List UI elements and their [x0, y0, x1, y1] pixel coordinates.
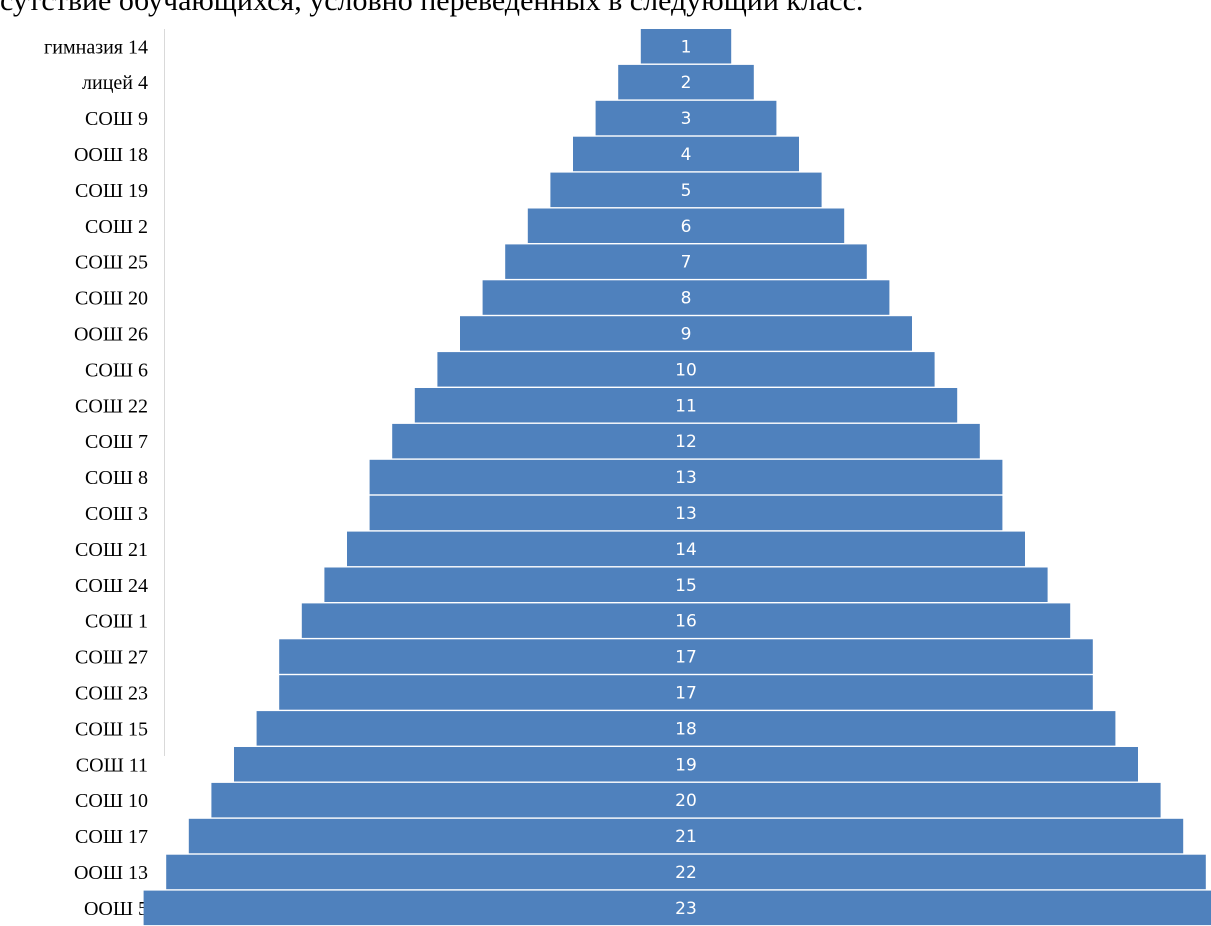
category-label: СОШ 2 [85, 216, 148, 238]
bar [166, 854, 1206, 890]
bar-value-label: 10 [675, 360, 697, 380]
bar [437, 352, 935, 387]
bar-value-label: 18 [675, 719, 697, 739]
bar-value-label: 7 [681, 253, 692, 273]
bar [234, 747, 1138, 782]
bar [279, 639, 1093, 674]
bar-value-label: 11 [675, 396, 697, 416]
bar-value-label: 2 [681, 73, 692, 93]
bar-value-label: 16 [675, 612, 697, 632]
bar [527, 208, 845, 243]
bar [279, 675, 1093, 710]
bars [143, 29, 1211, 926]
bar [595, 100, 777, 136]
bar-value-label: 9 [681, 324, 692, 344]
bar-value-label: 21 [675, 827, 697, 847]
bar [505, 244, 867, 279]
bar [301, 603, 1071, 638]
bar-value-label: 23 [675, 899, 697, 919]
bar [188, 818, 1184, 854]
bar-value-label: 12 [675, 432, 697, 452]
category-label: СОШ 17 [75, 826, 148, 848]
bar [640, 29, 732, 64]
category-label: СОШ 24 [75, 575, 148, 597]
bar [618, 64, 754, 100]
category-label: СОШ 3 [85, 503, 148, 525]
category-label: гимназия 14 [44, 36, 148, 58]
category-label: СОШ 20 [75, 288, 148, 310]
bar-value-label: 13 [675, 468, 697, 488]
bar-value-label: 13 [675, 504, 697, 524]
bar-value-labels: 1234567891011121313141516171718192021222… [675, 37, 697, 919]
bar [347, 531, 1025, 567]
bar [369, 495, 1003, 531]
bar [573, 136, 799, 172]
bar [369, 459, 1003, 495]
bar-value-label: 19 [675, 755, 697, 775]
category-label: СОШ 15 [75, 718, 148, 740]
bar [392, 423, 980, 459]
category-label: СОШ 9 [85, 108, 148, 130]
bar-value-label: 4 [681, 145, 692, 165]
bar [460, 316, 912, 351]
bar-value-label: 5 [681, 181, 692, 201]
bar-value-label: 3 [681, 109, 692, 129]
bar [256, 711, 1116, 746]
bar-value-label: 17 [675, 683, 697, 703]
bar [324, 567, 1048, 602]
category-label: СОШ 10 [75, 790, 148, 812]
bar-value-label: 20 [675, 791, 697, 811]
bar-value-label: 22 [675, 863, 697, 883]
category-label: СОШ 19 [75, 180, 148, 202]
category-label: СОШ 21 [75, 539, 148, 561]
category-label: СОШ 23 [75, 682, 148, 704]
bar [143, 890, 1211, 926]
bar-value-label: 15 [675, 576, 697, 596]
chart-caption: сутствие обучающихся, условно переведенн… [0, 0, 864, 17]
category-label: лицей 4 [82, 72, 148, 94]
category-label: ООШ 26 [74, 323, 148, 345]
category-labels: гимназия 14 лицей 4 СОШ 9 ООШ 18 СОШ 19 СОШ 2… [44, 36, 148, 920]
category-label: ООШ 13 [74, 862, 148, 884]
category-label: ООШ 5 [84, 898, 148, 920]
category-label: СОШ 6 [85, 359, 148, 381]
bar [482, 280, 890, 315]
category-label: ООШ 18 [74, 144, 148, 166]
category-label: СОШ 27 [75, 647, 148, 669]
category-label: СОШ 7 [85, 431, 148, 453]
category-label: СОШ 8 [85, 467, 148, 489]
bar [211, 782, 1161, 818]
bar-value-label: 6 [681, 217, 692, 237]
bar-value-label: 14 [675, 540, 697, 560]
bar [550, 172, 822, 208]
bar-value-label: 17 [675, 648, 697, 668]
bar-value-label: 8 [681, 289, 692, 309]
bar-value-label: 1 [681, 37, 692, 57]
category-label: СОШ 22 [75, 395, 148, 417]
category-label: СОШ 1 [85, 611, 148, 633]
category-label: СОШ 11 [76, 754, 148, 776]
bar [414, 388, 958, 423]
category-label: СОШ 25 [75, 252, 148, 274]
